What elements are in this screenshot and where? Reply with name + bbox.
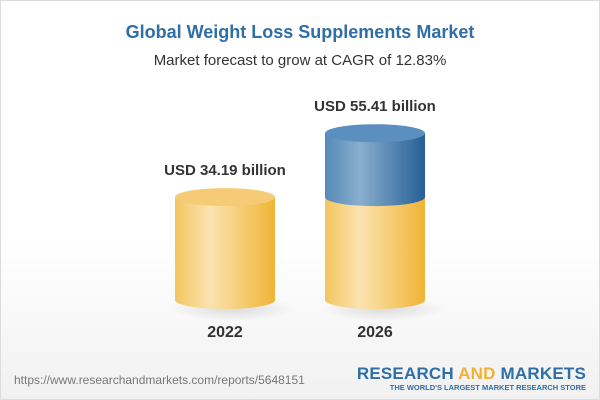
cylinder-top-2026 — [325, 124, 425, 143]
cylinder-top-2022 — [175, 188, 275, 207]
data-label: USD 34.19 billion — [164, 162, 286, 179]
cylinder-body-2022 — [175, 197, 275, 309]
logo-text-and: AND — [458, 364, 496, 383]
logo-text: RESEARCH — [356, 364, 459, 383]
category-label: 2022 — [207, 324, 243, 341]
source-url[interactable]: https://www.researchandmarkets.com/repor… — [14, 373, 305, 387]
logo-tagline: THE WORLD'S LARGEST MARKET RESEARCH STOR… — [389, 383, 586, 392]
data-label: USD 55.41 billion — [314, 98, 436, 115]
category-label: 2026 — [357, 324, 393, 341]
cylinder-growth-segment-2026 — [325, 133, 425, 207]
chart-subtitle: Market forecast to grow at CAGR of 12.83… — [153, 52, 447, 69]
cylinder-base-segment-2026 — [325, 197, 425, 309]
research-and-markets-logo: RESEARCH AND MARKETS THE WORLD'S LARGEST… — [357, 365, 586, 393]
chart-title: Global Weight Loss Supplements Market — [125, 22, 475, 42]
logo-text: MARKETS — [495, 364, 586, 383]
